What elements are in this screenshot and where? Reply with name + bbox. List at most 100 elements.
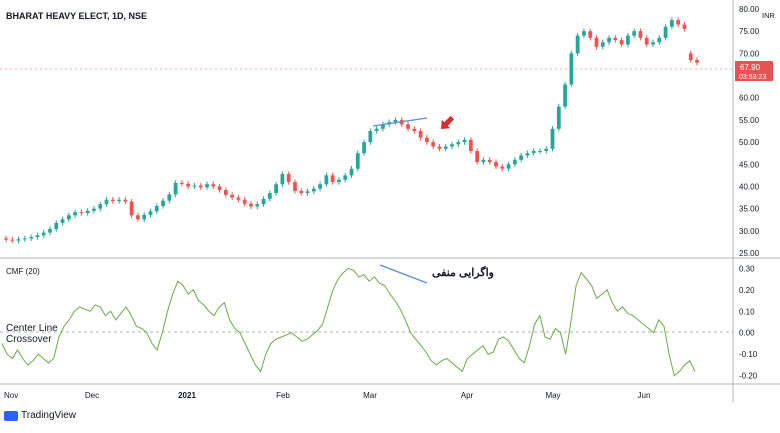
- candle-body: [406, 124, 410, 129]
- candle-body: [487, 159, 492, 163]
- candle-body: [255, 204, 260, 207]
- candle-body: [305, 191, 310, 194]
- candle-body: [644, 37, 649, 45]
- candle-body: [198, 185, 203, 188]
- currency-badge: INR: [762, 11, 776, 20]
- candle-body: [117, 199, 121, 202]
- price-axis-tick: 50.00: [739, 138, 760, 147]
- candle-body: [475, 150, 480, 163]
- candle-body: [594, 37, 599, 47]
- candle-body: [104, 199, 109, 205]
- candle-body: [468, 139, 473, 151]
- candle-body: [129, 201, 134, 216]
- candle-body: [424, 137, 429, 143]
- price-axis-tick: 30.00: [739, 227, 760, 236]
- price-label-value: 67.90: [740, 63, 761, 72]
- candle-body: [393, 119, 398, 123]
- candle-body: [286, 174, 291, 183]
- time-axis-tick: May: [545, 391, 560, 400]
- candle-body: [337, 179, 341, 183]
- candle-body: [494, 162, 498, 167]
- candle-body: [355, 153, 360, 169]
- candle-body: [22, 238, 27, 240]
- candle-body: [85, 210, 90, 214]
- candle-body: [311, 188, 316, 192]
- candle-body: [481, 159, 486, 163]
- candle-body: [531, 150, 536, 154]
- time-axis-tick: 2021: [178, 391, 196, 400]
- candle-body: [280, 174, 285, 185]
- candle-body: [261, 198, 266, 205]
- candle-body: [299, 190, 304, 194]
- candle-body: [575, 35, 580, 54]
- candle-body: [330, 175, 335, 183]
- candle-body: [136, 215, 140, 220]
- candle-body: [180, 182, 184, 184]
- time-axis-tick: Nov: [4, 391, 18, 400]
- candle-body: [48, 229, 52, 233]
- candle-body: [274, 184, 279, 194]
- candle-body: [519, 155, 523, 160]
- candle-body: [582, 31, 586, 36]
- candle-body: [512, 159, 517, 165]
- time-axis: Nov Dec 2021 Feb Mar Apr May Jun: [4, 391, 650, 400]
- time-axis-tick: Dec: [85, 391, 99, 400]
- candle-body: [16, 239, 21, 241]
- candle-body: [456, 142, 461, 145]
- candle-body: [381, 124, 385, 129]
- center-line-annotation-1: Center Line: [6, 323, 58, 334]
- candle-body: [607, 37, 611, 43]
- candle-body: [538, 150, 542, 152]
- candle-body: [267, 193, 272, 199]
- candle-body: [506, 164, 511, 169]
- candle-body: [154, 205, 159, 212]
- candle-body: [588, 31, 593, 38]
- price-axis-tick: 75.00: [739, 27, 760, 36]
- candle-body: [54, 222, 59, 230]
- cmf-axis-tick: -0.20: [739, 372, 758, 381]
- candle-body: [600, 42, 605, 47]
- candlestick-series: [4, 17, 699, 244]
- candle-body: [544, 148, 549, 151]
- candle-body: [123, 199, 128, 202]
- price-axis-tick: 55.00: [739, 116, 760, 125]
- candle-body: [418, 131, 423, 138]
- candle-body: [556, 106, 561, 129]
- candle-body: [211, 184, 216, 187]
- candle-body: [217, 186, 222, 191]
- chart-title: BHARAT HEAVY ELECT, 1D, NSE: [6, 11, 147, 21]
- candle-body: [148, 211, 153, 215]
- tradingview-logo-icon: [4, 410, 18, 421]
- center-line-annotation-2: Crossover: [6, 334, 52, 345]
- candle-body: [695, 60, 699, 63]
- candle-body: [374, 128, 379, 131]
- candle-body: [669, 20, 674, 27]
- candle-body: [41, 232, 46, 236]
- candle-body: [223, 190, 228, 195]
- down-arrow-icon: [441, 115, 455, 129]
- candle-body: [500, 166, 505, 169]
- cmf-line: [1, 267, 696, 377]
- price-axis-tick: 35.00: [739, 205, 760, 214]
- candle-body: [293, 182, 297, 191]
- candle-body: [651, 42, 655, 45]
- candle-body: [412, 128, 417, 131]
- candle-body: [98, 204, 103, 209]
- price-axis-tick: 70.00: [739, 49, 760, 58]
- candle-body: [242, 199, 247, 204]
- price-axis-tick: 80.00: [739, 5, 760, 14]
- candle-body: [657, 37, 662, 43]
- tradingview-brand-text: TradingView: [21, 410, 77, 421]
- candle-body: [230, 194, 235, 198]
- candle-body: [450, 144, 454, 147]
- cmf-label: CMF (20): [6, 267, 40, 276]
- candle-body: [35, 235, 40, 238]
- cmf-trend-line: [379, 264, 428, 284]
- candle-body: [613, 37, 618, 41]
- tradingview-logo[interactable]: TradingView: [4, 410, 76, 421]
- candle-body: [563, 84, 567, 107]
- candle-body: [66, 215, 71, 220]
- candle-body: [324, 175, 329, 185]
- candle-body: [167, 194, 172, 201]
